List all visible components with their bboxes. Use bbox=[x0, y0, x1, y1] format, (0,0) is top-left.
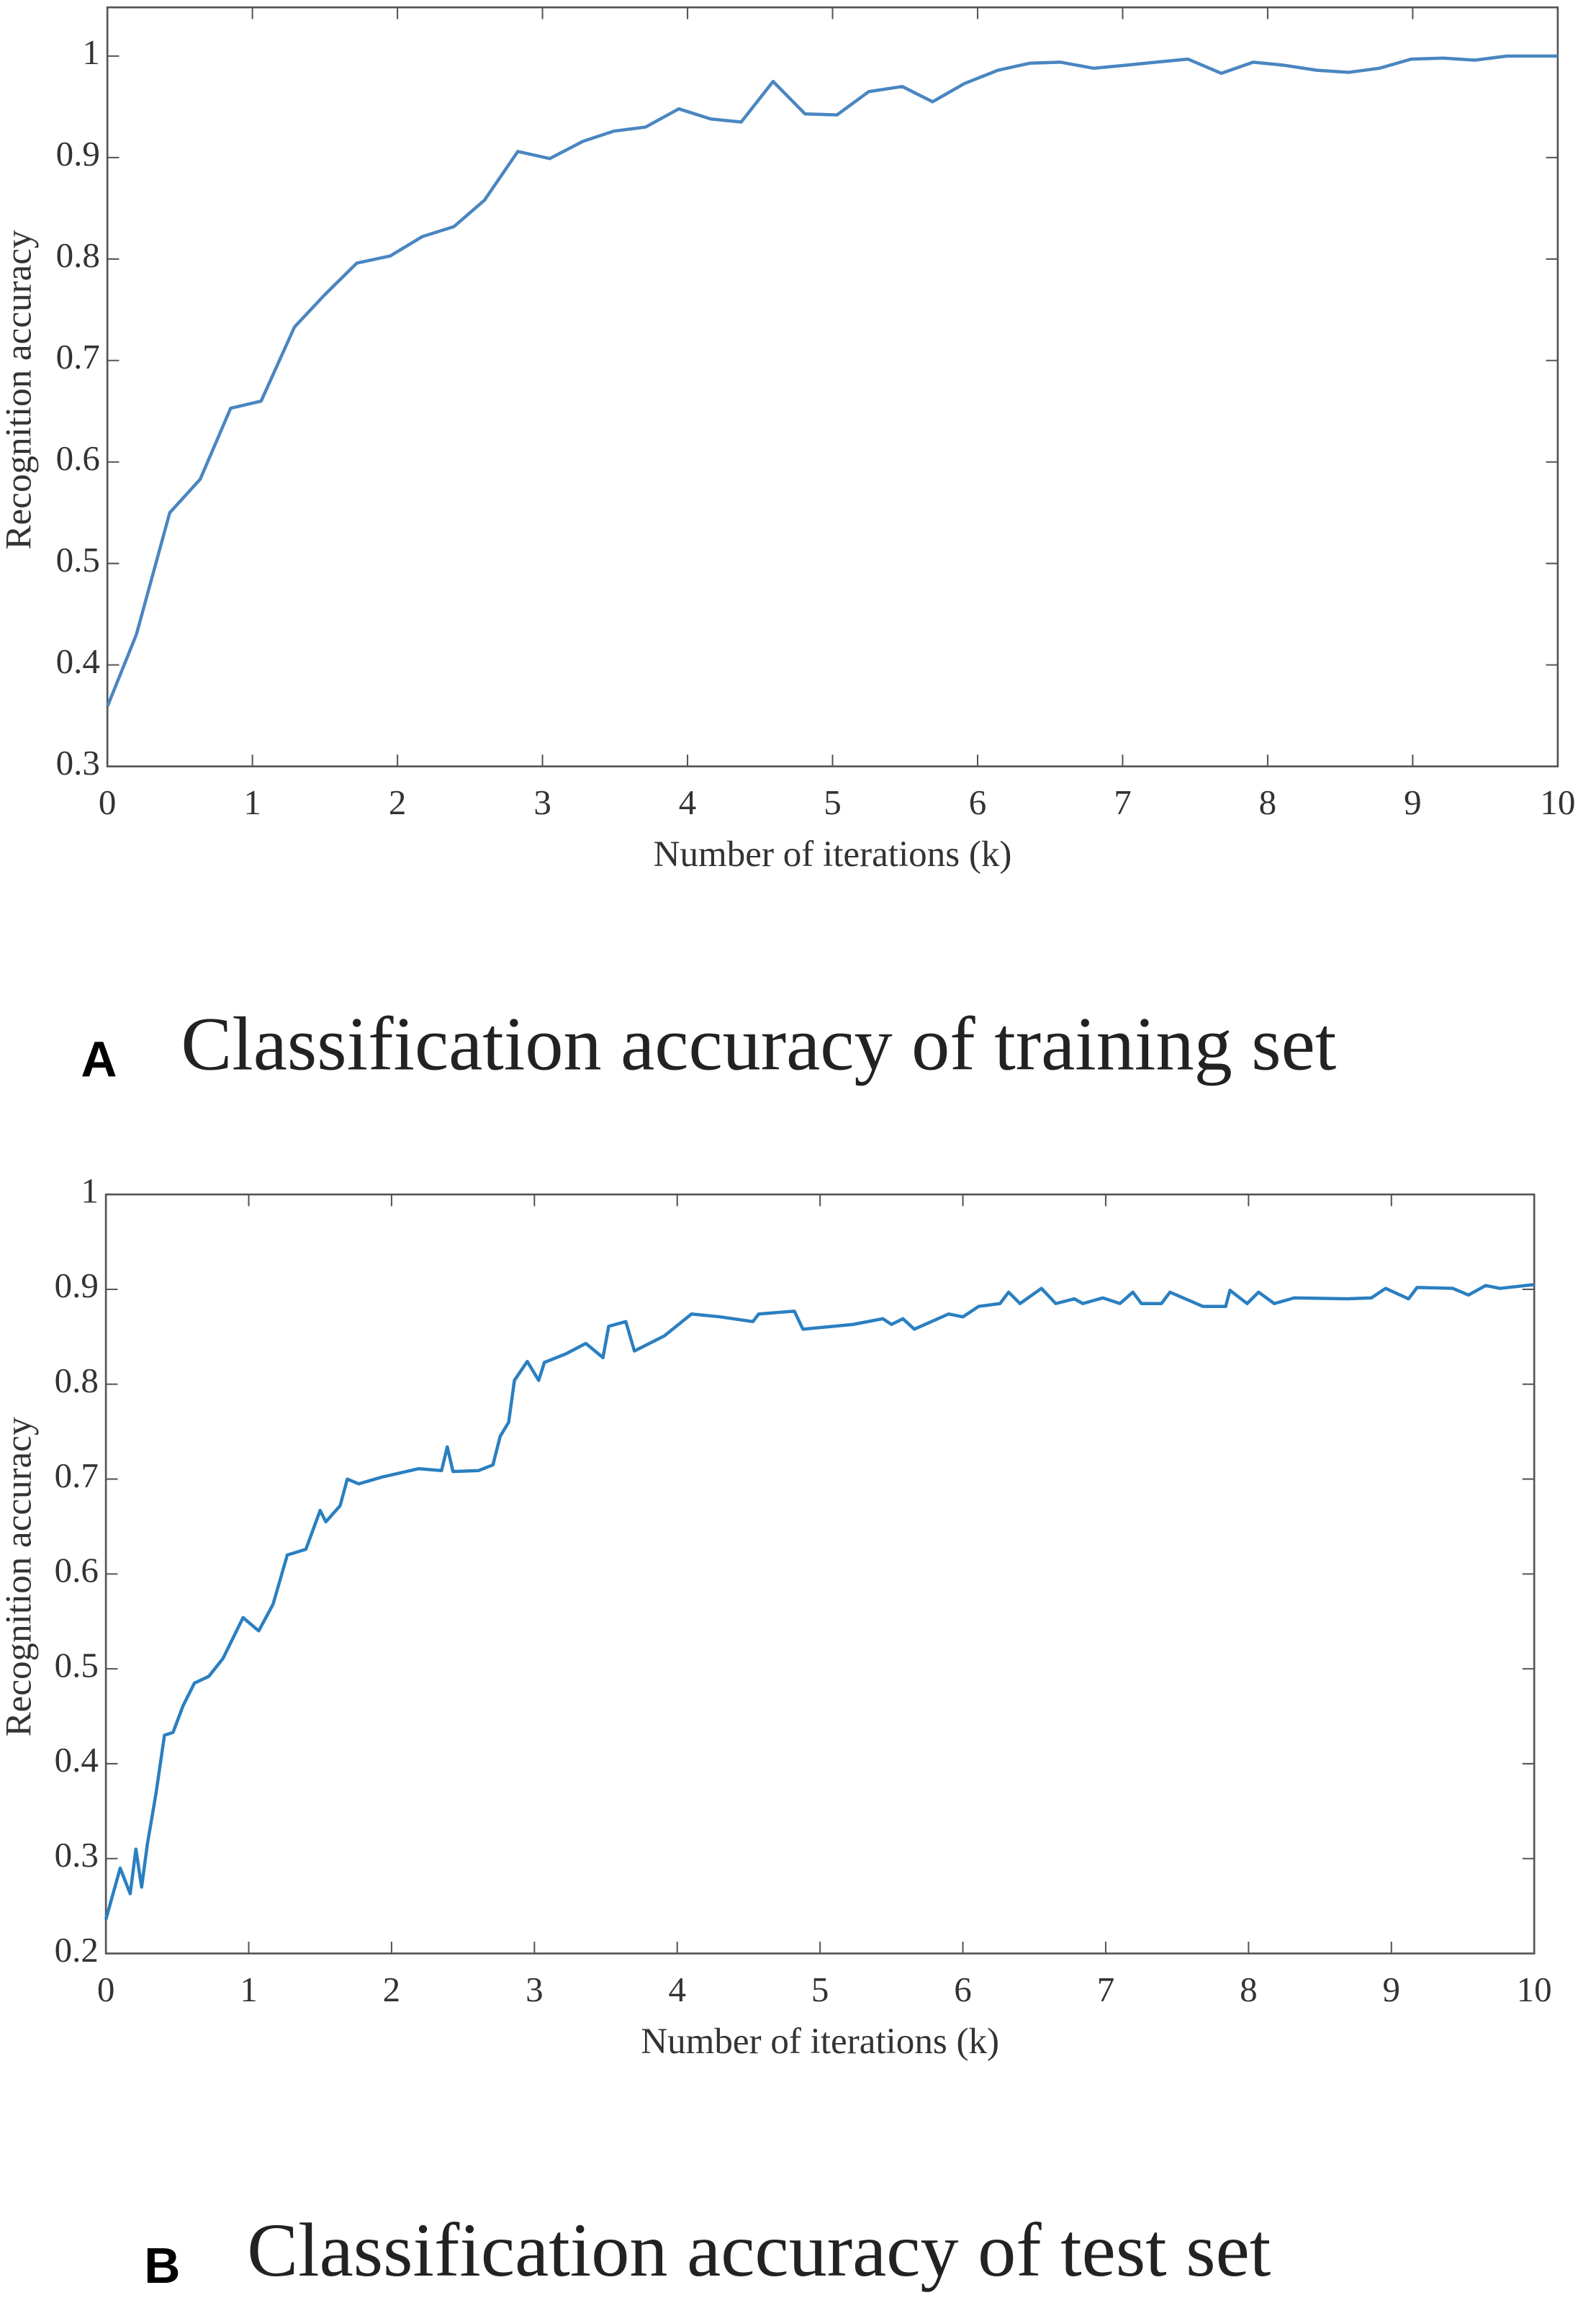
y-axis-label: Recognition accuracy bbox=[0, 230, 39, 549]
y-tick-label: 0.8 bbox=[55, 1361, 99, 1400]
y-tick-label: 0.7 bbox=[55, 1456, 99, 1495]
y-tick-label: 0.7 bbox=[56, 337, 100, 377]
y-tick-label: 0.6 bbox=[55, 1551, 99, 1590]
x-tick-label: 8 bbox=[1240, 1970, 1258, 2009]
y-tick-label: 0.2 bbox=[55, 1930, 99, 1970]
plot-frame bbox=[106, 6, 1559, 767]
y-tick-label: 1 bbox=[81, 1171, 99, 1210]
panel-letter: A bbox=[81, 1032, 117, 1088]
x-axis-label: Number of iterations (k) bbox=[641, 2021, 999, 2062]
x-tick-label: 9 bbox=[1404, 783, 1422, 822]
data-line bbox=[106, 54, 1558, 708]
y-tick-label: 0.6 bbox=[56, 438, 100, 478]
x-tick-label: 4 bbox=[668, 1970, 686, 2009]
x-tick-label: 1 bbox=[243, 783, 261, 822]
x-tick-label: 0 bbox=[99, 783, 117, 822]
panel-letter: B bbox=[144, 2237, 180, 2294]
x-tick-label: 9 bbox=[1383, 1970, 1401, 2009]
x-tick-label: 7 bbox=[1097, 1970, 1115, 2009]
x-tick-label: 4 bbox=[679, 783, 697, 822]
x-tick-label: 5 bbox=[811, 1970, 829, 2009]
y-tick-label: 0.3 bbox=[56, 743, 100, 783]
data-line bbox=[104, 1283, 1535, 1920]
caption: Classification accuracy of test set bbox=[247, 2207, 1271, 2292]
x-tick-label: 7 bbox=[1114, 783, 1132, 822]
x-tick-label: 6 bbox=[954, 1970, 972, 2009]
x-tick-label: 6 bbox=[969, 783, 987, 822]
y-tick-label: 0.8 bbox=[56, 235, 100, 275]
x-tick-label: 2 bbox=[389, 783, 407, 822]
x-tick-label: 0 bbox=[97, 1970, 115, 2009]
x-tick-label: 5 bbox=[824, 783, 842, 822]
y-tick-label: 0.4 bbox=[55, 1740, 99, 1780]
x-tick-label: 10 bbox=[1517, 1970, 1552, 2009]
x-axis-label: Number of iterations (k) bbox=[654, 834, 1012, 875]
y-tick-label: 0.3 bbox=[55, 1835, 99, 1875]
y-tick-label: 0.5 bbox=[56, 540, 100, 580]
caption: Classification accuracy of training set bbox=[181, 1001, 1336, 1086]
y-tick-label: 0.5 bbox=[55, 1645, 99, 1685]
y-tick-label: 0.9 bbox=[56, 134, 100, 173]
y-tick-label: 0.4 bbox=[56, 641, 100, 681]
x-tick-label: 1 bbox=[240, 1970, 258, 2009]
plot-frame bbox=[104, 1193, 1536, 1955]
x-tick-label: 8 bbox=[1259, 783, 1277, 822]
y-tick-label: 1 bbox=[82, 32, 100, 72]
x-tick-label: 3 bbox=[526, 1970, 544, 2009]
x-tick-label: 3 bbox=[533, 783, 551, 822]
x-tick-label: 2 bbox=[383, 1970, 401, 2009]
y-axis-label: Recognition accuracy bbox=[0, 1417, 39, 1736]
y-tick-label: 0.9 bbox=[55, 1266, 99, 1305]
x-tick-label: 10 bbox=[1540, 783, 1575, 822]
